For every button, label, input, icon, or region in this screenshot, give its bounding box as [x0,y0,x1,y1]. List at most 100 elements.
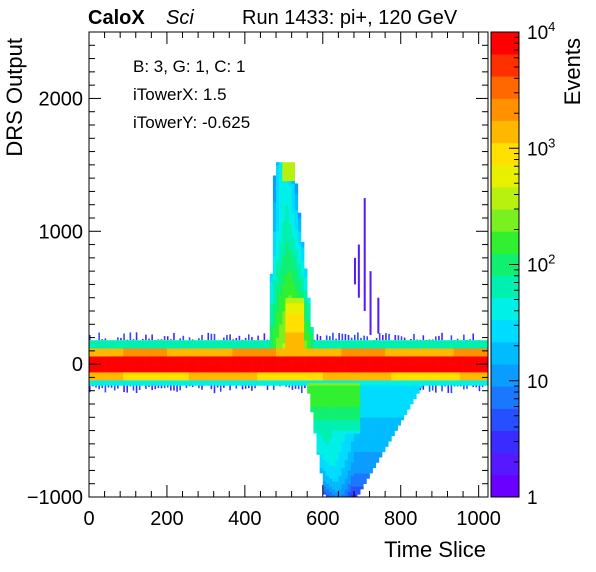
heatmap-cell [438,353,442,357]
heatmap-cell [191,361,196,365]
heatmap-cell [332,372,336,376]
heatmap-cell [191,348,196,352]
heatmap-cell [145,334,147,341]
heatmap-cell [285,247,289,251]
heatmap-cell [276,372,280,376]
heatmap-cell [291,241,296,245]
heatmap-cell [294,329,299,333]
heatmap-cell [310,398,314,402]
heatmap-cell [151,358,155,362]
heatmap-cell [394,358,398,362]
heatmap-cell [400,398,405,402]
heatmap-cell [291,265,296,269]
heatmap-cell [341,419,345,423]
heatmap-cell [410,345,414,349]
heatmap-cell [257,361,261,365]
heatmap-cell [229,377,233,381]
heatmap-cell [288,228,292,232]
heatmap-cell [269,334,274,338]
heatmap-cell [276,326,280,330]
heatmap-cell [372,411,377,415]
heatmap-cell [344,427,349,431]
heatmap-cell [194,364,199,368]
heatmap-cell [366,435,370,439]
heatmap-cell [288,292,292,296]
heatmap-cell [282,170,286,174]
heatmap-cell [285,194,289,198]
heatmap-cell [369,411,373,415]
heatmap-cell [441,345,445,349]
heatmap-cell [260,348,264,352]
heatmap-cell [347,366,352,370]
heatmap-cell [378,342,383,346]
heatmap-cell [416,390,420,394]
heatmap-cell [288,172,292,176]
heatmap-cell [291,231,296,235]
heatmap-cell [357,467,361,471]
heatmap-cell [338,454,342,458]
heatmap-cell [138,358,143,362]
heatmap-cell [282,279,286,283]
heatmap-cell [148,385,150,388]
heatmap-cell [154,361,158,365]
heatmap-cell [185,372,190,376]
heatmap-cell [154,345,158,349]
heatmap-cell [291,342,296,346]
heatmap-cell [151,366,155,370]
heatmap-cell [475,345,479,349]
heatmap-cell [126,339,129,341]
heatmap-cell [191,374,196,378]
heatmap-cell [272,292,277,296]
heatmap-cell [272,361,277,365]
heatmap-cell [98,366,102,370]
heatmap-cell [297,356,302,360]
heatmap-cell [322,459,327,463]
heatmap-cell [260,366,264,370]
heatmap-cell [238,340,243,344]
heatmap-cell [472,385,475,388]
heatmap-cell [325,350,330,354]
heatmap-cell [425,366,430,370]
heatmap-cell [113,358,118,362]
heatmap-cell [372,449,377,453]
heatmap-cell [484,369,489,373]
heatmap-cell [138,366,143,370]
heatmap-cell [360,340,364,344]
heatmap-cell [194,369,199,373]
heatmap-cell [297,284,302,288]
heatmap-cell [113,377,118,381]
heatmap-cell [382,414,386,418]
heatmap-cell [194,380,199,384]
heatmap-cell [173,342,177,346]
heatmap-cell [344,377,349,381]
heatmap-cell [294,255,299,259]
heatmap-cell [419,380,423,384]
heatmap-cell [204,358,208,362]
heatmap-cell [294,279,299,283]
heatmap-cell [350,401,355,405]
heatmap-cell [213,350,218,354]
heatmap-cell [294,273,299,277]
heatmap-cell [459,369,464,373]
heatmap-cell [335,356,339,360]
heatmap-cell [353,409,358,413]
heatmap-cell [300,265,305,269]
heatmap-cell [388,366,392,370]
heatmap-cell [154,348,158,352]
heatmap-cell [288,210,292,213]
heatmap-cell [297,279,302,283]
heatmap-cell [332,419,336,423]
heatmap-cell [285,172,289,176]
heatmap-cell [322,422,327,426]
heatmap-cell [406,345,411,349]
heatmap-cell [338,417,342,421]
heatmap-cell [329,342,333,346]
heatmap-cell [294,340,299,344]
heatmap-cell [207,332,210,341]
heatmap-cell [353,398,358,402]
heatmap-cell [369,435,373,439]
heatmap-cell [182,340,186,344]
heatmap-cell [341,361,345,365]
heatmap-cell [325,358,330,362]
heatmap-cell [344,481,349,485]
